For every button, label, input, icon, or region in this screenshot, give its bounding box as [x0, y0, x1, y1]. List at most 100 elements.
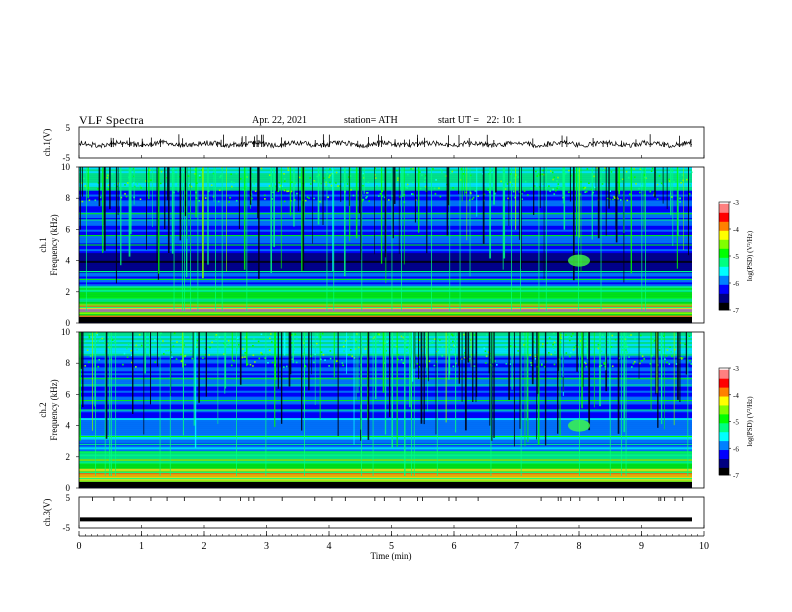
- colorbar-cell: [719, 281, 729, 284]
- noise-pixel: [688, 335, 691, 338]
- noise-pixel: [335, 171, 338, 174]
- noise-pixel: [472, 196, 475, 199]
- noise-pixel: [661, 183, 664, 186]
- noise-pixel: [198, 174, 201, 177]
- noise-pixel: [564, 172, 567, 175]
- noise-pixel: [536, 365, 538, 368]
- noise-pixel: [107, 188, 110, 191]
- noise-pixel: [431, 341, 434, 343]
- noise-pixel: [235, 199, 238, 202]
- emission-burst: [568, 254, 590, 267]
- colorbar-cell: [719, 304, 729, 307]
- colorbar-cell: [719, 203, 729, 206]
- colorbar-cell: [719, 450, 729, 453]
- noise-pixel: [559, 334, 562, 336]
- noise-pixel: [628, 193, 631, 196]
- colorbar-cell: [719, 275, 729, 278]
- noise-pixel: [107, 174, 109, 177]
- noise-pixel: [377, 195, 380, 197]
- noise-pixel: [230, 173, 232, 176]
- noise-pixel: [308, 197, 310, 199]
- noise-pixel: [316, 342, 318, 345]
- noise-pixel: [320, 351, 323, 353]
- noise-pixel: [626, 345, 629, 348]
- colorbar-cell: [719, 277, 729, 280]
- y-axis-label: ch.3(V): [42, 499, 52, 527]
- noise-pixel: [618, 357, 621, 359]
- noise-pixel: [304, 364, 306, 367]
- noise-pixel: [433, 364, 436, 367]
- noise-pixel: [494, 360, 496, 362]
- noise-pixel: [517, 176, 519, 178]
- noise-pixel: [429, 342, 431, 345]
- x-axis-label: Time (min): [371, 551, 412, 561]
- colorbar-cell: [719, 218, 729, 221]
- noise-pixel: [329, 350, 332, 352]
- noise-pixel: [319, 336, 322, 338]
- noise-pixel: [397, 353, 400, 356]
- noise-pixel: [184, 363, 187, 366]
- noise-pixel: [202, 357, 204, 359]
- noise-pixel: [339, 185, 341, 187]
- noise-pixel: [597, 347, 600, 350]
- noise-pixel: [377, 340, 379, 343]
- noise-pixel: [610, 171, 613, 173]
- noise-pixel: [124, 193, 126, 195]
- noise-pixel: [681, 357, 684, 359]
- colorbar-cell: [719, 394, 729, 397]
- noise-pixel: [215, 338, 217, 341]
- noise-pixel: [396, 179, 399, 182]
- colorbar-cell: [719, 229, 729, 232]
- colorbar-cell: [719, 274, 729, 277]
- noise-pixel: [187, 175, 190, 177]
- x-tick-label: 8: [577, 541, 582, 552]
- noise-pixel: [554, 351, 556, 353]
- frequency-band: [79, 297, 692, 300]
- noise-pixel: [97, 188, 99, 190]
- noise-pixel: [423, 180, 426, 183]
- noise-pixel: [674, 348, 676, 351]
- colorbar-cell: [719, 369, 729, 372]
- colorbar-cell: [719, 430, 729, 433]
- noise-pixel: [527, 194, 529, 196]
- ch1-signal-line: [78, 139, 693, 149]
- noise-pixel: [242, 188, 245, 191]
- noise-pixel: [318, 336, 320, 338]
- noise-pixel: [122, 363, 124, 366]
- noise-pixel: [506, 183, 509, 185]
- noise-pixel: [271, 361, 274, 364]
- noise-pixel: [361, 199, 364, 201]
- frequency-band: [79, 437, 692, 440]
- noise-pixel: [260, 352, 262, 354]
- noise-pixel: [541, 345, 544, 348]
- colorbar-cell: [719, 371, 729, 374]
- y-axis-label: Frequency (kHz): [49, 214, 59, 275]
- y-tick-label: 10: [61, 327, 71, 337]
- noise-pixel: [597, 343, 600, 346]
- noise-pixel: [171, 356, 173, 358]
- noise-pixel: [283, 200, 286, 203]
- colorbar-cell: [719, 238, 729, 241]
- panel-frame: [78, 331, 705, 489]
- noise-pixel: [418, 366, 420, 368]
- noise-pixel: [253, 183, 255, 185]
- noise-pixel: [271, 341, 273, 343]
- y-axis-label: ch.2: [38, 402, 48, 417]
- noise-pixel: [557, 176, 559, 179]
- noise-pixel: [601, 183, 604, 185]
- noise-pixel: [135, 344, 138, 347]
- frequency-band: [79, 470, 692, 473]
- panel-frame: [78, 166, 705, 324]
- colorbar-cell: [719, 214, 729, 217]
- noise-pixel: [487, 351, 490, 354]
- noise-pixel: [556, 185, 559, 188]
- noise-pixel: [603, 363, 605, 365]
- noise-pixel: [209, 346, 211, 349]
- noise-pixel: [407, 173, 409, 176]
- noise-pixel: [556, 187, 558, 190]
- noise-pixel: [351, 355, 354, 358]
- noise-pixel: [665, 355, 668, 357]
- noise-pixel: [336, 343, 338, 345]
- noise-pixel: [602, 169, 605, 172]
- noise-pixel: [257, 340, 260, 343]
